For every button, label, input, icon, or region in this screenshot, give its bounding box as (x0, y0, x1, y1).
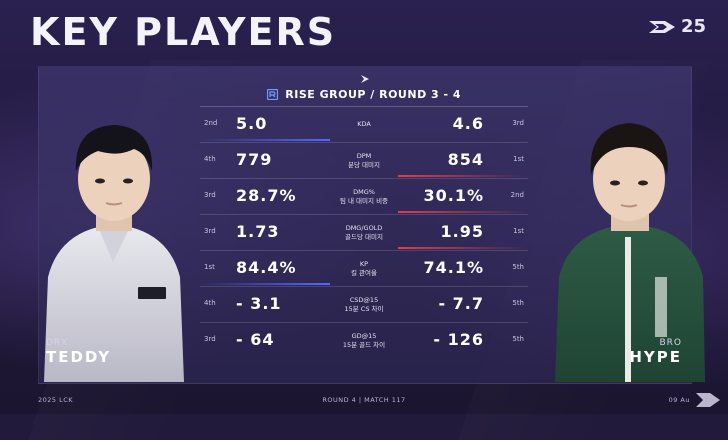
stat-row-kp: 1st 84.4% KP 킬 관여율 74.1% 5th (200, 250, 528, 286)
right-value: 74.1% (423, 258, 484, 277)
right-value: 854 (447, 150, 484, 169)
page-title: KEY PLAYERS (30, 10, 337, 54)
left-highlight-bar (200, 139, 330, 141)
left-value: 779 (236, 150, 273, 169)
right-highlight-bar (398, 211, 528, 213)
rise-group-icon (266, 89, 278, 100)
round-header: RISE GROUP / ROUND 3 - 4 (200, 75, 528, 101)
right-rank: 2nd (510, 191, 524, 199)
left-value: 1.73 (236, 222, 280, 241)
left-rank: 3rd (204, 191, 216, 199)
stat-label: KP 킬 관여율 (351, 260, 377, 277)
left-player-name: TEDDY (46, 348, 112, 366)
right-player-photo (555, 123, 705, 382)
footer-league: 2025 LCK (38, 396, 74, 404)
left-player-team: DRX (46, 338, 69, 348)
right-rank: 1st (513, 227, 524, 235)
left-value: 28.7% (236, 186, 297, 205)
right-rank: 5th (512, 299, 524, 307)
left-rank: 3rd (204, 335, 216, 343)
right-value: - 7.7 (438, 294, 484, 313)
right-player-name: HYPE (629, 348, 682, 366)
left-player-nameplate: DRX TEDDY (46, 338, 111, 366)
left-value: 5.0 (236, 114, 268, 133)
right-rank: 3rd (512, 119, 524, 127)
season-label: 25 (680, 16, 706, 37)
left-value: 84.4% (236, 258, 297, 277)
stat-label: DMG/GOLD 골드당 대미지 (345, 224, 383, 241)
left-rank: 2nd (204, 119, 218, 127)
stat-row-kda: 2nd 5.0 KDA 4.6 3rd (200, 106, 528, 142)
stat-row-gd15: 3rd - 64 GD@15 15분 골드 차이 - 126 5th (200, 322, 528, 358)
right-value: 30.1% (423, 186, 484, 205)
stat-label: GD@15 15분 골드 차이 (342, 332, 386, 349)
stat-row-dmg-gold: 3rd 1.73 DMG/GOLD 골드당 대미지 1.95 1st (200, 214, 528, 250)
right-value: 1.95 (440, 222, 484, 241)
round-header-label: RISE GROUP / ROUND 3 - 4 (285, 88, 462, 101)
stat-label: KDA (357, 120, 371, 128)
right-highlight-bar (398, 175, 528, 177)
left-player-photo (44, 125, 184, 382)
lck-logo-icon (648, 20, 675, 33)
right-rank: 5th (512, 263, 524, 271)
stat-row-dpm: 4th 779 DPM 분당 대미지 854 1st (200, 142, 528, 178)
right-player-nameplate: BRO HYPE (629, 338, 682, 366)
league-mark-icon (361, 75, 369, 83)
left-highlight-bar (200, 283, 330, 285)
right-player-team: BRO (659, 338, 682, 348)
right-rank: 5th (512, 335, 524, 343)
left-rank: 3rd (204, 227, 216, 235)
stat-row-csd15: 4th - 3.1 CSD@15 15분 CS 차이 - 7.7 5th (200, 286, 528, 322)
right-rank: 1st (513, 155, 524, 163)
stat-label: CSD@15 15분 CS 차이 (344, 296, 384, 313)
stat-row-dmg-share: 3rd 28.7% DMG% 팀 내 대미지 비중 30.1% 2nd (200, 178, 528, 214)
left-value: - 3.1 (236, 294, 282, 313)
stat-label: DMG% 팀 내 대미지 비중 (339, 188, 389, 205)
right-highlight-bar (398, 247, 528, 249)
stats-table: 2nd 5.0 KDA 4.6 3rd 4th 779 DPM 분당 대미지 85… (200, 106, 528, 358)
left-rank: 4th (204, 299, 216, 307)
left-rank: 4th (204, 155, 216, 163)
stat-label: DPM 분당 대미지 (348, 152, 380, 169)
footer-match: ROUND 4 | MATCH 117 (322, 396, 406, 404)
footer-date: 09 Au (668, 396, 690, 404)
left-rank: 1st (204, 263, 215, 271)
left-value: - 64 (236, 330, 275, 349)
right-value: - 126 (433, 330, 484, 349)
lck-corner-logo-icon (696, 393, 720, 407)
right-value: 4.6 (452, 114, 484, 133)
brand-mark: 25 (648, 16, 706, 37)
